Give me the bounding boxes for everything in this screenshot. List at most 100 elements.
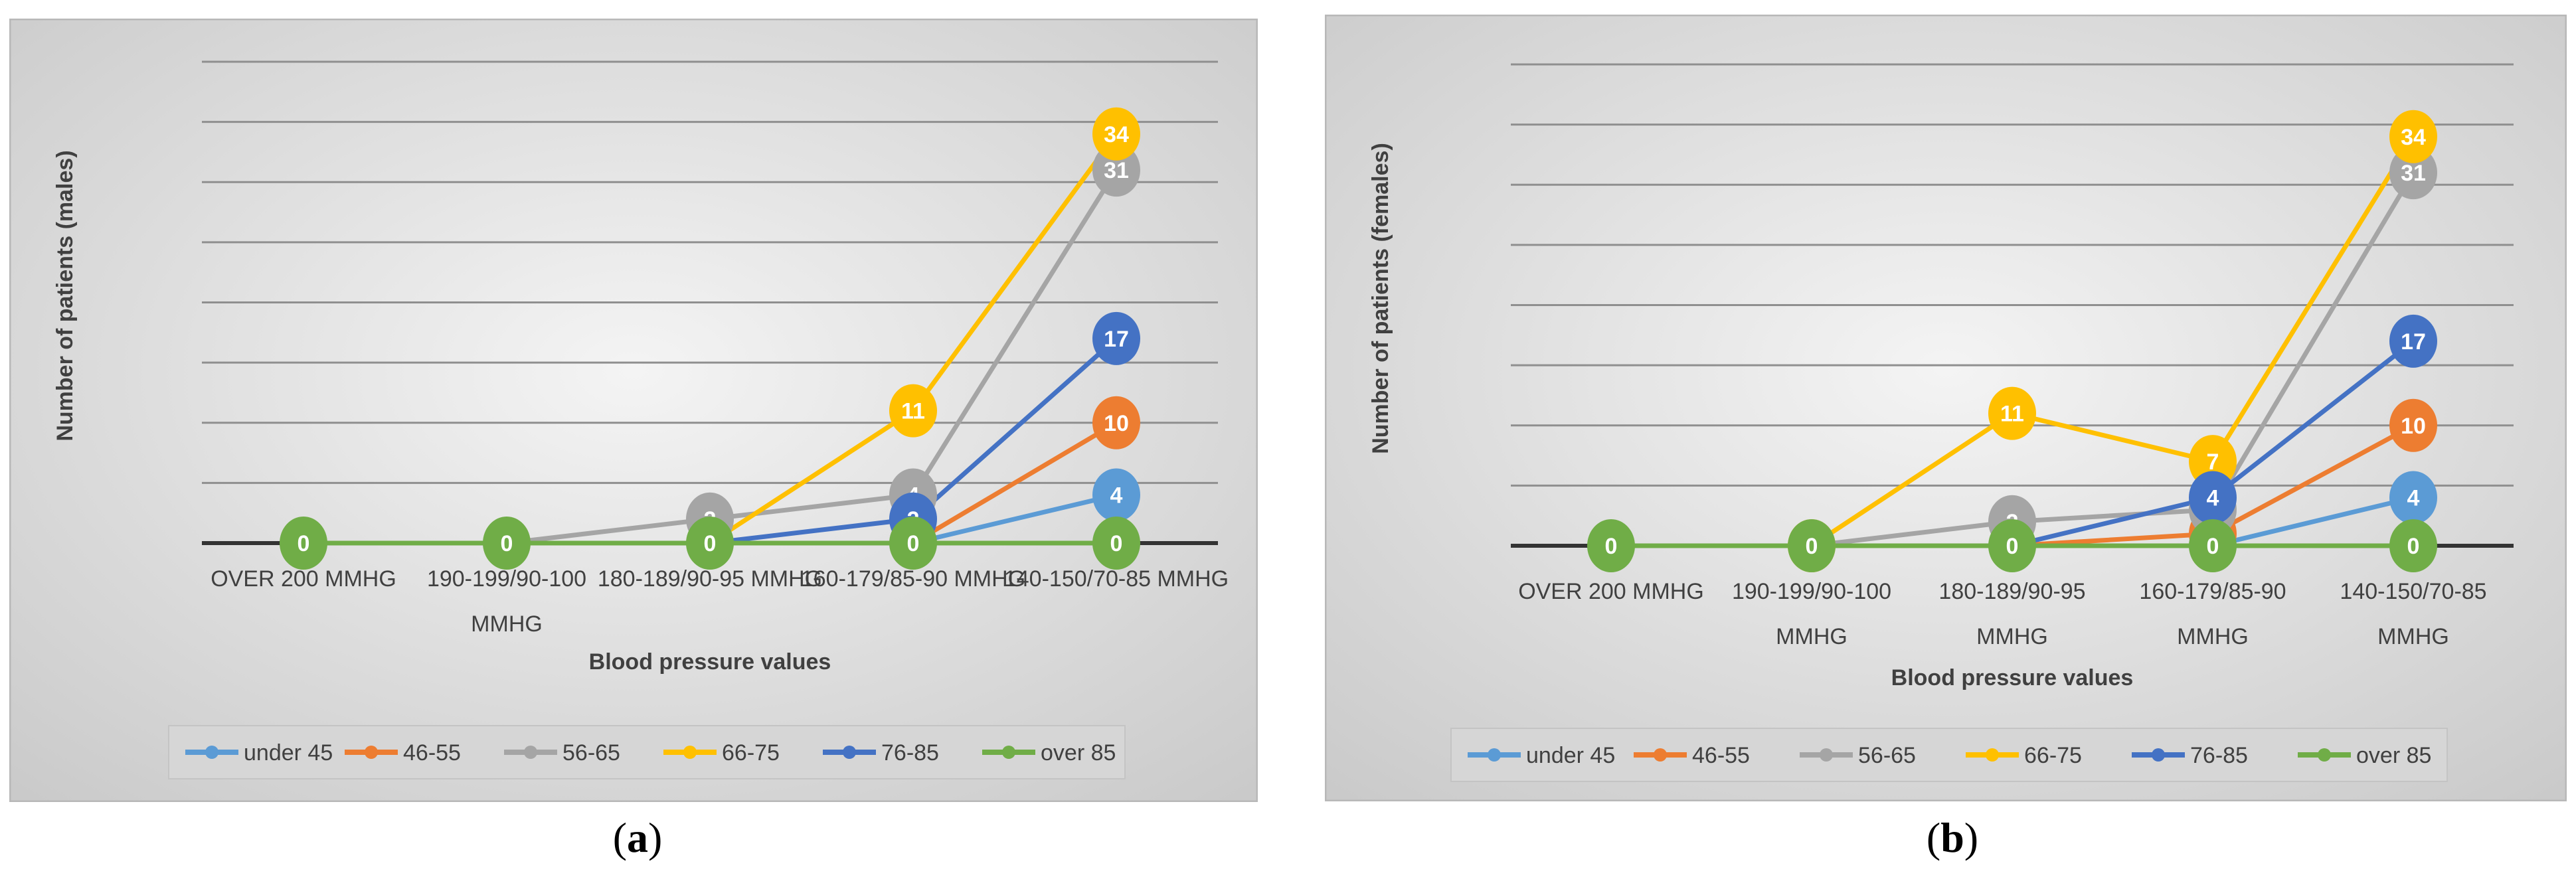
x-tick-label: 190-199/90-100 MMHG — [427, 566, 586, 637]
legend-item: over 85 — [982, 740, 1116, 766]
data-point — [1092, 107, 1140, 161]
x-tick-label: 180-189/90-95 MMHG — [1938, 579, 2085, 649]
legend-marker — [683, 746, 697, 759]
chart-panel-males: OVER 200 MMHG 190-199/90-100 MMHG 180-189/9… — [9, 19, 1258, 802]
legend-label: 76-85 — [881, 740, 939, 766]
legend-marker — [1488, 748, 1501, 762]
legend-label: over 85 — [2356, 743, 2431, 768]
legend-marker — [843, 746, 856, 759]
data-label: 0 — [298, 531, 310, 556]
x-tick-label: 160-179/85-90 MMHG — [2139, 579, 2286, 649]
legend-marker — [524, 746, 537, 759]
data-label: 7 — [2207, 449, 2219, 475]
legend-item: 46-55 — [1634, 743, 1750, 768]
data-label: 0 — [1110, 531, 1123, 556]
legend-marker — [1002, 746, 1015, 759]
data-label: 31 — [2401, 161, 2426, 186]
legend-item: 76-85 — [2132, 743, 2248, 768]
data-label: 31 — [1104, 158, 1129, 183]
data-label: 0 — [2207, 534, 2219, 559]
x-tick-label: 160-179/85-90 MMHG — [801, 566, 1025, 592]
x-axis-title: Blood pressure values — [589, 649, 831, 675]
data-point — [889, 384, 937, 438]
data-point — [1988, 386, 2036, 440]
x-tick-label: 140-150/70-85 MMHG — [1004, 566, 1229, 592]
legend-label: 66-75 — [2024, 743, 2082, 768]
data-point — [1092, 468, 1140, 522]
x-axis-title: Blood pressure values — [1891, 665, 2134, 690]
data-label: 0 — [1605, 534, 1618, 559]
data-label: 4 — [1110, 483, 1123, 509]
legend-item: 66-75 — [1966, 743, 2082, 768]
legend-label: under 45 — [244, 740, 333, 766]
legend-marker — [2152, 748, 2165, 762]
chart-background — [1325, 15, 2567, 801]
data-label: 0 — [704, 531, 717, 556]
data-label: 11 — [2000, 402, 2024, 427]
data-point — [1988, 519, 2036, 572]
data-point — [483, 517, 531, 570]
legend-item: 56-65 — [504, 740, 620, 766]
x-tick-label: 140-150/70-85 MMHG — [2340, 579, 2486, 649]
legend-item: 56-65 — [1800, 743, 1916, 768]
legend-marker — [1820, 748, 1833, 762]
data-label: 0 — [2006, 534, 2019, 559]
data-point — [1587, 519, 1635, 572]
legend-label: 56-65 — [1858, 743, 1916, 768]
legend-marker — [205, 746, 218, 759]
legend-box — [168, 725, 1126, 779]
data-label: 0 — [501, 531, 513, 556]
legend-item: over 85 — [2298, 743, 2431, 768]
x-tick-label: OVER 200 MMHG — [211, 566, 396, 592]
chart-background — [9, 19, 1258, 802]
data-label: 34 — [2401, 125, 2426, 150]
data-label: 17 — [2401, 329, 2426, 355]
data-point — [2389, 519, 2437, 572]
data-label: 0 — [1806, 534, 1818, 559]
data-point — [2189, 519, 2237, 572]
data-point — [2389, 471, 2437, 525]
x-tick-label: 180-189/90-95 MMHG — [598, 566, 822, 592]
legend-label: under 45 — [1526, 743, 1615, 768]
legend-item: 66-75 — [663, 740, 780, 766]
x-tick-label: 190-199/90-100 MMHG — [1732, 579, 1891, 649]
legend-item: under 45 — [185, 740, 333, 766]
data-point — [686, 517, 734, 570]
data-point — [2189, 471, 2237, 525]
y-axis-title: Number of patients (males) — [52, 150, 78, 441]
caption-letter: a — [627, 814, 648, 861]
data-label: 17 — [1104, 327, 1129, 352]
data-point — [2389, 110, 2437, 163]
legend-item: under 45 — [1468, 743, 1615, 768]
y-axis-title: Number of patients (females) — [1368, 143, 1393, 454]
data-label: 0 — [2407, 534, 2420, 559]
data-label: 10 — [1104, 411, 1129, 436]
caption-letter: b — [1940, 814, 1964, 861]
legend-box — [1450, 728, 2448, 782]
legend: under 45 46-55 56-65 66-75 76-85 over 85 — [168, 725, 1126, 779]
data-point — [1788, 519, 1836, 572]
data-point — [889, 517, 937, 570]
legend-label: 76-85 — [2190, 743, 2248, 768]
data-label: 0 — [907, 531, 920, 556]
data-label: 10 — [2401, 414, 2426, 439]
legend-label: 56-65 — [562, 740, 620, 766]
legend-label: 46-55 — [1692, 743, 1750, 768]
data-label: 4 — [2407, 486, 2420, 511]
legend-marker — [2318, 748, 2331, 762]
legend-marker — [1654, 748, 1667, 762]
line-chart: OVER 200 MMHG 190-199/90-100 MMHG 180-189/9… — [1325, 15, 2567, 801]
caption-a: (a) — [612, 814, 663, 861]
data-label: 4 — [2207, 486, 2219, 511]
legend-marker — [365, 746, 378, 759]
legend-label: 46-55 — [403, 740, 461, 766]
data-label: 34 — [1104, 122, 1129, 147]
legend: under 45 46-55 56-65 66-75 76-85 over 85 — [1450, 728, 2448, 782]
caption-b: (b) — [1926, 814, 1979, 861]
legend-label: over 85 — [1041, 740, 1116, 766]
data-point — [1092, 517, 1140, 570]
data-point — [1092, 396, 1140, 449]
data-label: 11 — [901, 399, 925, 424]
data-point — [2389, 314, 2437, 368]
legend-marker — [1986, 748, 1999, 762]
